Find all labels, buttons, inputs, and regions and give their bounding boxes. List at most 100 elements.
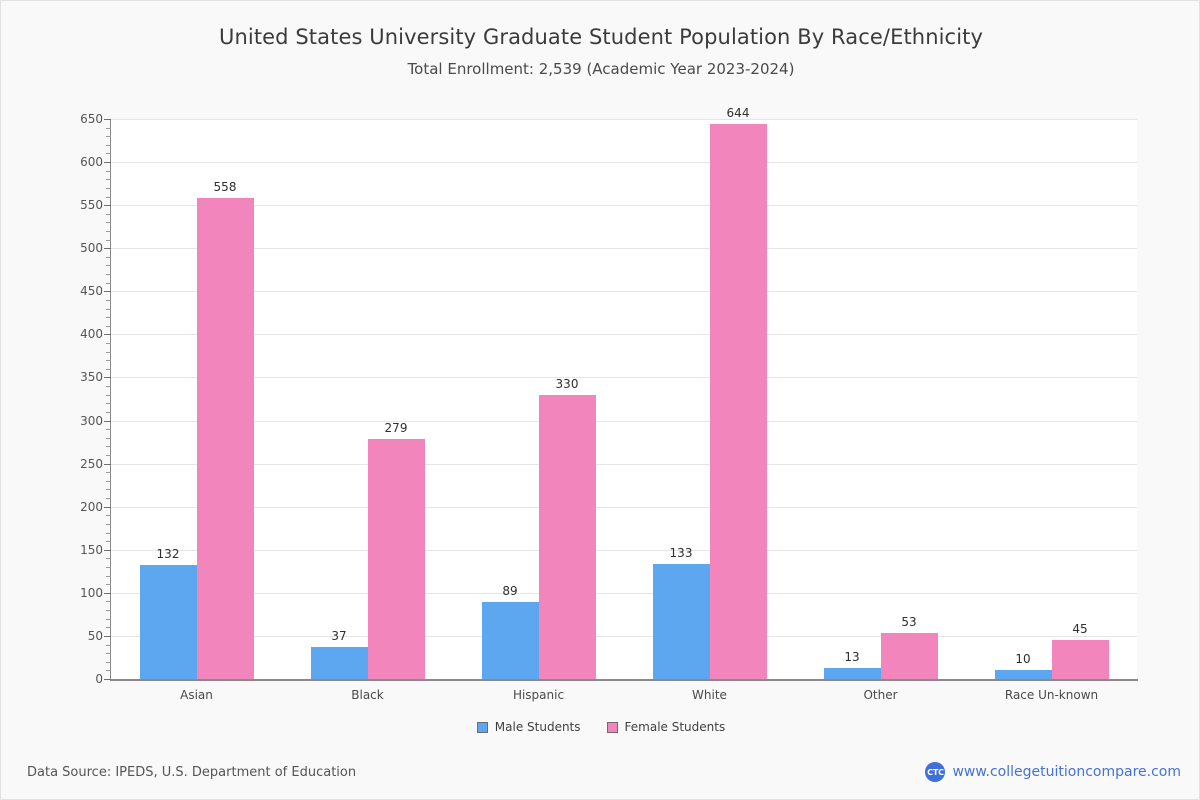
y-axis-minor-tick <box>106 222 111 224</box>
bar-male[interactable] <box>139 565 197 679</box>
y-axis-major-tick <box>104 679 111 680</box>
y-axis-minor-tick <box>106 386 111 388</box>
y-axis-minor-tick <box>106 661 111 663</box>
y-axis-minor-tick <box>106 127 111 129</box>
x-axis-line <box>110 679 1138 681</box>
y-axis-tick-label: 200 <box>80 499 103 514</box>
gridline <box>111 420 1137 422</box>
bar-male[interactable] <box>823 667 881 679</box>
bar-value-label: 132 <box>156 547 180 562</box>
y-axis-minor-tick <box>106 627 111 629</box>
y-axis-minor-tick <box>106 670 111 672</box>
y-axis-minor-tick <box>106 394 111 396</box>
gridline <box>111 549 1137 551</box>
x-axis-tick-label: Other <box>863 688 898 702</box>
bar-male[interactable] <box>652 564 710 679</box>
y-axis-minor-tick <box>106 187 111 189</box>
y-axis-minor-tick <box>106 317 111 319</box>
y-axis-tick-label: 650 <box>80 112 103 126</box>
bar-value-label: 45 <box>1072 622 1088 637</box>
y-axis-tick-label: 400 <box>80 327 103 342</box>
bar-female[interactable] <box>1051 640 1109 679</box>
gridline <box>111 377 1137 379</box>
bar-male[interactable] <box>994 670 1052 679</box>
gridline <box>111 119 1137 120</box>
y-axis-minor-tick <box>106 136 111 138</box>
y-axis-major-tick <box>104 549 111 551</box>
bar-value-label: 37 <box>331 629 347 644</box>
gridline <box>111 205 1137 207</box>
plot-area <box>111 119 1137 679</box>
gridline <box>111 291 1137 293</box>
bar-value-label: 644 <box>726 106 750 121</box>
y-axis-minor-tick <box>106 480 111 482</box>
y-axis-minor-tick <box>106 196 111 198</box>
y-axis-minor-tick <box>106 567 111 568</box>
data-source-text: Data Source: IPEDS, U.S. Department of E… <box>27 765 357 780</box>
y-axis-minor-tick <box>106 455 111 456</box>
y-axis-minor-tick <box>106 489 111 491</box>
bar-female[interactable] <box>709 124 767 679</box>
bar-value-label: 10 <box>1015 652 1031 667</box>
bar-male[interactable] <box>310 647 368 679</box>
y-axis-minor-tick <box>106 515 111 517</box>
y-axis-tick-label: 500 <box>80 241 103 256</box>
legend-item[interactable]: Male Students <box>476 720 581 734</box>
y-axis-tick-label: 300 <box>80 413 103 428</box>
y-axis-major-tick <box>104 463 111 465</box>
bar-value-label: 13 <box>844 649 860 664</box>
y-axis-minor-tick <box>106 299 111 301</box>
y-axis-minor-tick <box>106 601 111 603</box>
y-axis-tick-label: 150 <box>80 542 103 557</box>
brand-url-link[interactable]: www.collegetuitioncompare.com <box>952 764 1181 780</box>
bar-value-label: 330 <box>555 376 579 391</box>
bar-male[interactable] <box>481 602 539 679</box>
y-axis-minor-tick <box>106 411 111 413</box>
chart-title: United States University Graduate Studen… <box>219 25 983 49</box>
y-axis-major-tick <box>104 205 111 207</box>
y-axis-major-tick <box>104 592 111 594</box>
y-axis-minor-tick <box>106 274 111 276</box>
bar-female[interactable] <box>538 394 596 679</box>
y-axis-minor-tick <box>106 144 111 146</box>
legend-item[interactable]: Female Students <box>606 720 725 734</box>
y-axis-minor-tick <box>106 308 111 310</box>
y-axis-tick-label: 350 <box>80 370 103 385</box>
y-axis-minor-tick <box>106 282 111 284</box>
y-axis-minor-tick <box>106 437 111 439</box>
bar-value-label: 53 <box>901 615 917 630</box>
bar-female[interactable] <box>196 198 254 679</box>
y-axis-minor-tick <box>106 575 111 577</box>
y-axis-minor-tick <box>106 541 111 543</box>
y-axis-minor-tick <box>106 265 111 267</box>
x-axis-tick-label: White <box>692 688 727 702</box>
y-axis-major-tick <box>104 377 111 379</box>
brand-footer[interactable]: CTC www.collegetuitioncompare.com <box>925 762 1181 782</box>
y-axis-minor-tick <box>106 523 111 525</box>
y-axis-major-tick <box>104 334 111 336</box>
y-axis-tick-label: 600 <box>80 155 103 170</box>
y-axis-minor-tick <box>106 653 111 655</box>
y-axis-major-tick <box>104 506 111 508</box>
ctc-logo-icon: CTC <box>925 762 946 782</box>
y-axis-minor-tick <box>106 472 111 474</box>
bar-value-label: 279 <box>384 420 408 435</box>
gridline <box>111 463 1137 465</box>
gridline <box>111 506 1137 508</box>
y-axis-major-tick <box>104 248 111 250</box>
legend-label: Male Students <box>494 720 581 734</box>
y-axis-minor-tick <box>106 368 111 370</box>
y-axis-minor-tick <box>106 179 111 181</box>
bar-female[interactable] <box>367 438 425 679</box>
gridline <box>111 162 1137 164</box>
y-axis-minor-tick <box>106 498 111 500</box>
y-axis-minor-tick <box>106 446 111 448</box>
y-axis-minor-tick <box>106 584 111 586</box>
gridline <box>111 248 1137 250</box>
y-axis-major-tick <box>104 635 111 637</box>
y-axis-minor-tick <box>106 213 111 215</box>
y-axis-minor-tick <box>106 239 111 241</box>
gridline <box>111 334 1137 336</box>
bar-female[interactable] <box>880 633 938 679</box>
